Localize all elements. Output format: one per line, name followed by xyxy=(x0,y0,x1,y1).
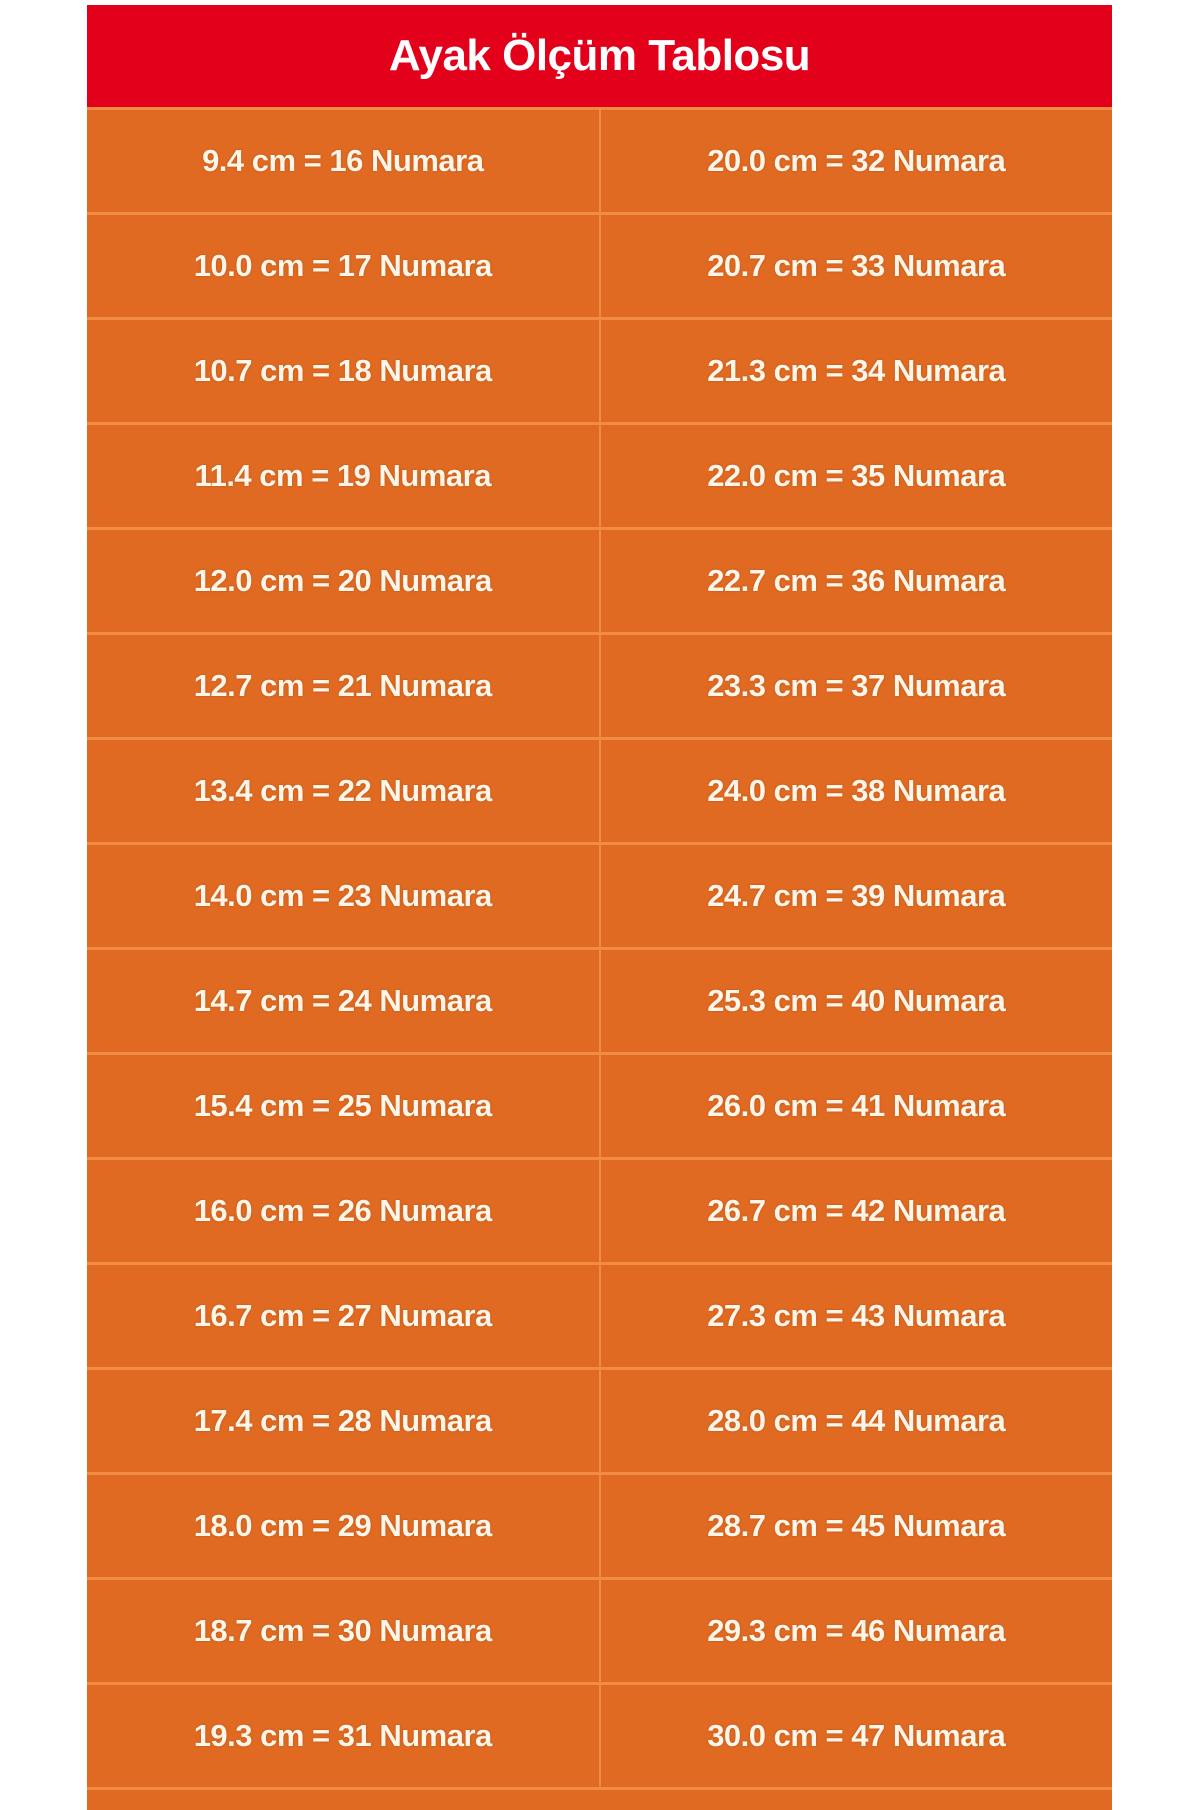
size-cell-left: 9.4 cm = 16 Numara xyxy=(87,110,601,212)
size-cell-left: 13.4 cm = 22 Numara xyxy=(87,740,601,842)
size-cell-right: 30.0 cm = 47 Numara xyxy=(707,1718,1006,1753)
size-cell-left: 11.4 cm = 19 Numara xyxy=(87,425,601,527)
table-row: 14.0 cm = 23 Numara 24.7 cm = 39 Numara xyxy=(87,842,1112,947)
size-cell-left: 16.0 cm = 26 Numara xyxy=(87,1160,601,1262)
table-row: 14.7 cm = 24 Numara 25.3 cm = 40 Numara xyxy=(87,947,1112,1052)
table-row: 17.4 cm = 28 Numara 28.0 cm = 44 Numara xyxy=(87,1367,1112,1472)
size-cell-right: 25.3 cm = 40 Numara xyxy=(707,983,1006,1018)
table-row: 12.0 cm = 20 Numara 22.7 cm = 36 Numara xyxy=(87,527,1112,632)
size-cell-right: 29.3 cm = 46 Numara xyxy=(707,1613,1006,1648)
size-cell-left: 14.7 cm = 24 Numara xyxy=(87,950,601,1052)
size-cell-left: 12.7 cm = 21 Numara xyxy=(87,635,601,737)
size-cell-right: 24.7 cm = 39 Numara xyxy=(707,878,1006,913)
size-cell-right: 26.7 cm = 42 Numara xyxy=(707,1193,1006,1228)
size-cell-left: 19.3 cm = 31 Numara xyxy=(87,1685,601,1787)
table-row: 19.3 cm = 31 Numara 30.0 cm = 47 Numara xyxy=(87,1682,1112,1787)
size-cell-left: 12.0 cm = 20 Numara xyxy=(87,530,601,632)
size-cell-right: 20.7 cm = 33 Numara xyxy=(707,248,1006,283)
size-cell-right: 21.3 cm = 34 Numara xyxy=(707,353,1006,388)
size-cell-right: 27.3 cm = 43 Numara xyxy=(707,1298,1006,1333)
size-cell-right: 28.0 cm = 44 Numara xyxy=(707,1403,1006,1438)
table-row: 16.0 cm = 26 Numara 26.7 cm = 42 Numara xyxy=(87,1157,1112,1262)
table-row: 10.7 cm = 18 Numara 21.3 cm = 34 Numara xyxy=(87,317,1112,422)
table-row: 10.0 cm = 17 Numara 20.7 cm = 33 Numara xyxy=(87,212,1112,317)
size-cell-left: 10.0 cm = 17 Numara xyxy=(87,215,601,317)
size-cell-left: 15.4 cm = 25 Numara xyxy=(87,1055,601,1157)
size-cell-right: 28.7 cm = 45 Numara xyxy=(707,1508,1006,1543)
size-cell-left: 14.0 cm = 23 Numara xyxy=(87,845,601,947)
table-row: 15.4 cm = 25 Numara 26.0 cm = 41 Numara xyxy=(87,1052,1112,1157)
table-row: 18.0 cm = 29 Numara 28.7 cm = 45 Numara xyxy=(87,1472,1112,1577)
size-cell-right: 23.3 cm = 37 Numara xyxy=(707,668,1006,703)
size-cell-right: 20.0 cm = 32 Numara xyxy=(707,143,1006,178)
size-cell-left: 18.7 cm = 30 Numara xyxy=(87,1580,601,1682)
table-row: 11.4 cm = 19 Numara 22.0 cm = 35 Numara xyxy=(87,422,1112,527)
table-row: 9.4 cm = 16 Numara 20.0 cm = 32 Numara xyxy=(87,107,1112,212)
table-bottom-edge xyxy=(87,1787,1112,1810)
size-cell-left: 10.7 cm = 18 Numara xyxy=(87,320,601,422)
table-title: Ayak Ölçüm Tablosu xyxy=(87,5,1112,107)
table-row: 18.7 cm = 30 Numara 29.3 cm = 46 Numara xyxy=(87,1577,1112,1682)
size-cell-right: 22.0 cm = 35 Numara xyxy=(707,458,1006,493)
table-row: 13.4 cm = 22 Numara 24.0 cm = 38 Numara xyxy=(87,737,1112,842)
size-cell-left: 18.0 cm = 29 Numara xyxy=(87,1475,601,1577)
size-cell-left: 16.7 cm = 27 Numara xyxy=(87,1265,601,1367)
table-row: 16.7 cm = 27 Numara 27.3 cm = 43 Numara xyxy=(87,1262,1112,1367)
foot-size-table: Ayak Ölçüm Tablosu 9.4 cm = 16 Numara 20.… xyxy=(87,5,1112,1810)
size-cell-right: 22.7 cm = 36 Numara xyxy=(707,563,1006,598)
size-cell-left: 17.4 cm = 28 Numara xyxy=(87,1370,601,1472)
table-body: 9.4 cm = 16 Numara 20.0 cm = 32 Numara 10.… xyxy=(87,107,1112,1787)
size-cell-right: 26.0 cm = 41 Numara xyxy=(707,1088,1006,1123)
size-cell-right: 24.0 cm = 38 Numara xyxy=(707,773,1006,808)
table-row: 12.7 cm = 21 Numara 23.3 cm = 37 Numara xyxy=(87,632,1112,737)
